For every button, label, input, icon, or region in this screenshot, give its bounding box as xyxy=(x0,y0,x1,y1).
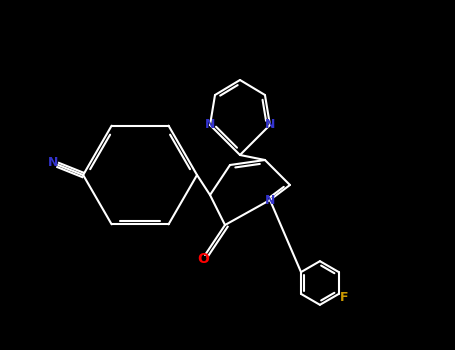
Text: N: N xyxy=(265,119,275,132)
Text: F: F xyxy=(340,291,349,304)
Text: N: N xyxy=(47,156,58,169)
Text: O: O xyxy=(197,252,209,266)
Text: N: N xyxy=(205,119,215,132)
Text: N: N xyxy=(265,194,275,206)
